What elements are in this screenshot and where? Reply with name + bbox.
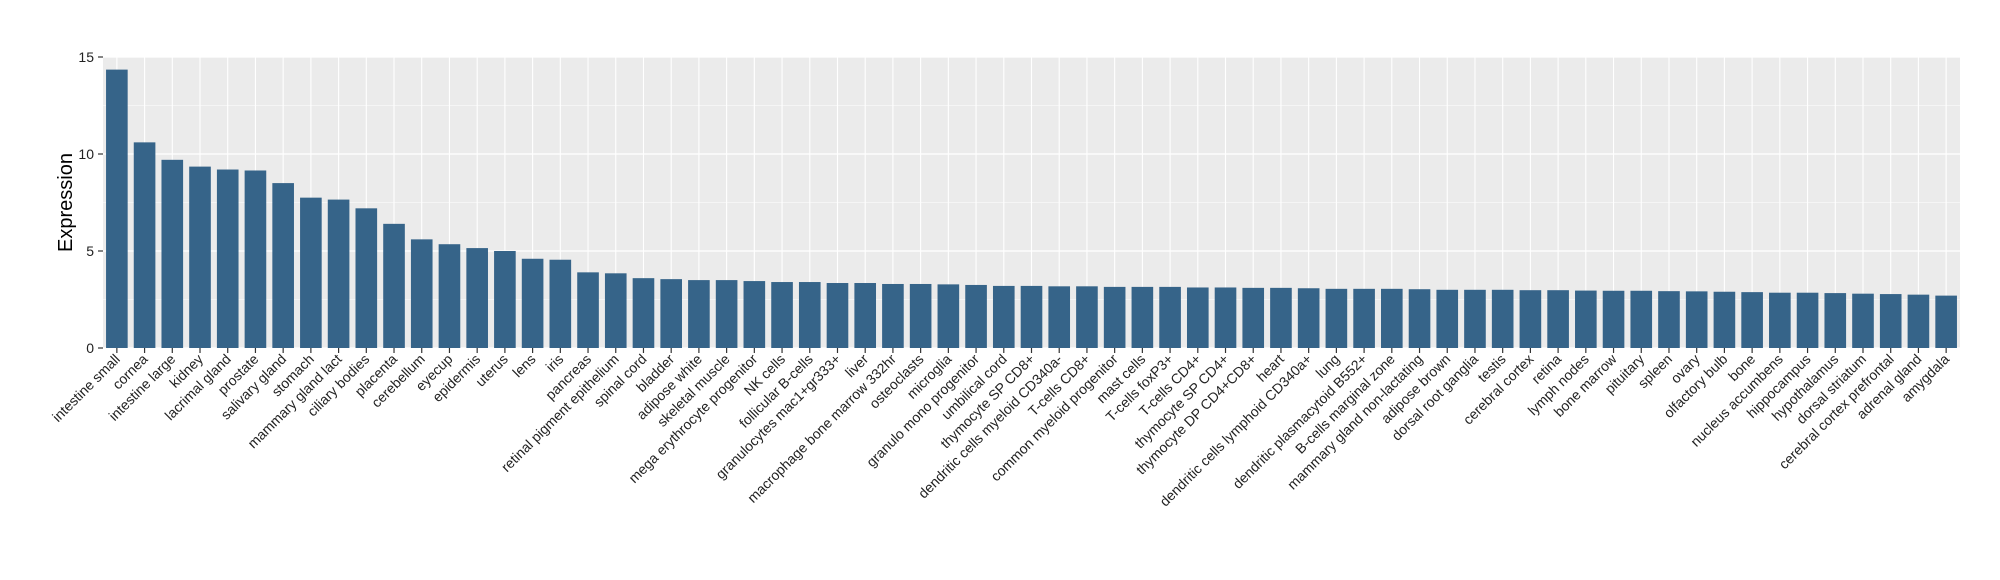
bar xyxy=(909,283,932,348)
bar xyxy=(1186,287,1209,348)
bar xyxy=(1741,292,1763,348)
bar xyxy=(854,283,877,348)
y-tick-label: 5 xyxy=(86,243,94,259)
bar xyxy=(826,283,849,348)
bar xyxy=(383,223,405,348)
bar xyxy=(1297,288,1320,348)
bar xyxy=(1519,290,1542,348)
bar xyxy=(1491,289,1514,348)
bar xyxy=(1630,290,1653,348)
bar xyxy=(1796,292,1819,348)
bar xyxy=(549,259,572,348)
bar xyxy=(1131,286,1154,348)
bars xyxy=(106,69,1957,349)
bar xyxy=(743,281,766,348)
y-tick-label: 15 xyxy=(78,49,94,65)
bar xyxy=(1353,288,1375,348)
bar xyxy=(133,142,156,348)
bar xyxy=(1242,287,1265,348)
bar xyxy=(992,285,1015,348)
bar xyxy=(216,169,239,348)
bar xyxy=(1824,293,1847,348)
bar xyxy=(1852,293,1874,348)
bar xyxy=(1159,286,1181,348)
bar xyxy=(106,69,128,349)
bar xyxy=(355,208,378,348)
bar xyxy=(1769,292,1791,348)
bar xyxy=(937,284,960,348)
bar xyxy=(1214,287,1237,348)
bar xyxy=(189,166,211,348)
bar xyxy=(1048,286,1071,348)
x-tick-label: lens xyxy=(509,351,538,380)
bar xyxy=(438,244,461,348)
bar xyxy=(688,280,710,348)
bar xyxy=(715,280,738,348)
bar xyxy=(577,272,599,348)
bar xyxy=(965,284,987,348)
bar xyxy=(882,283,904,348)
bar xyxy=(632,278,655,348)
y-tick-label: 10 xyxy=(78,146,94,162)
bar xyxy=(1464,289,1486,348)
bar xyxy=(1020,285,1043,348)
y-tick-label: 0 xyxy=(86,340,94,356)
bar xyxy=(1325,288,1348,348)
bar xyxy=(1907,294,1930,348)
bar xyxy=(1547,290,1569,348)
bar xyxy=(1408,289,1431,348)
bar xyxy=(771,282,793,348)
bar xyxy=(1575,290,1597,348)
bar xyxy=(1685,291,1708,348)
bar xyxy=(466,248,488,348)
bar xyxy=(1879,294,1902,348)
bar xyxy=(272,183,294,348)
y-axis-title: Expression xyxy=(55,153,77,252)
bar xyxy=(161,159,184,348)
bar xyxy=(1381,288,1403,348)
bar xyxy=(660,279,682,348)
bar xyxy=(1658,291,1680,348)
bar xyxy=(494,251,516,348)
bar xyxy=(1713,291,1736,348)
bar xyxy=(604,273,627,348)
bar xyxy=(410,239,433,348)
bar xyxy=(1103,286,1126,348)
bar xyxy=(798,282,821,348)
y-axis: 0 5 10 15 xyxy=(78,49,103,356)
bar xyxy=(1602,290,1625,348)
bar xyxy=(1436,289,1459,348)
x-tick-label: uterus xyxy=(472,351,511,390)
bar xyxy=(1076,286,1098,348)
bar xyxy=(1935,295,1957,348)
bar xyxy=(300,197,322,348)
bar xyxy=(327,199,350,348)
bar xyxy=(244,170,267,348)
bar xyxy=(521,258,544,348)
bar xyxy=(1270,287,1292,348)
